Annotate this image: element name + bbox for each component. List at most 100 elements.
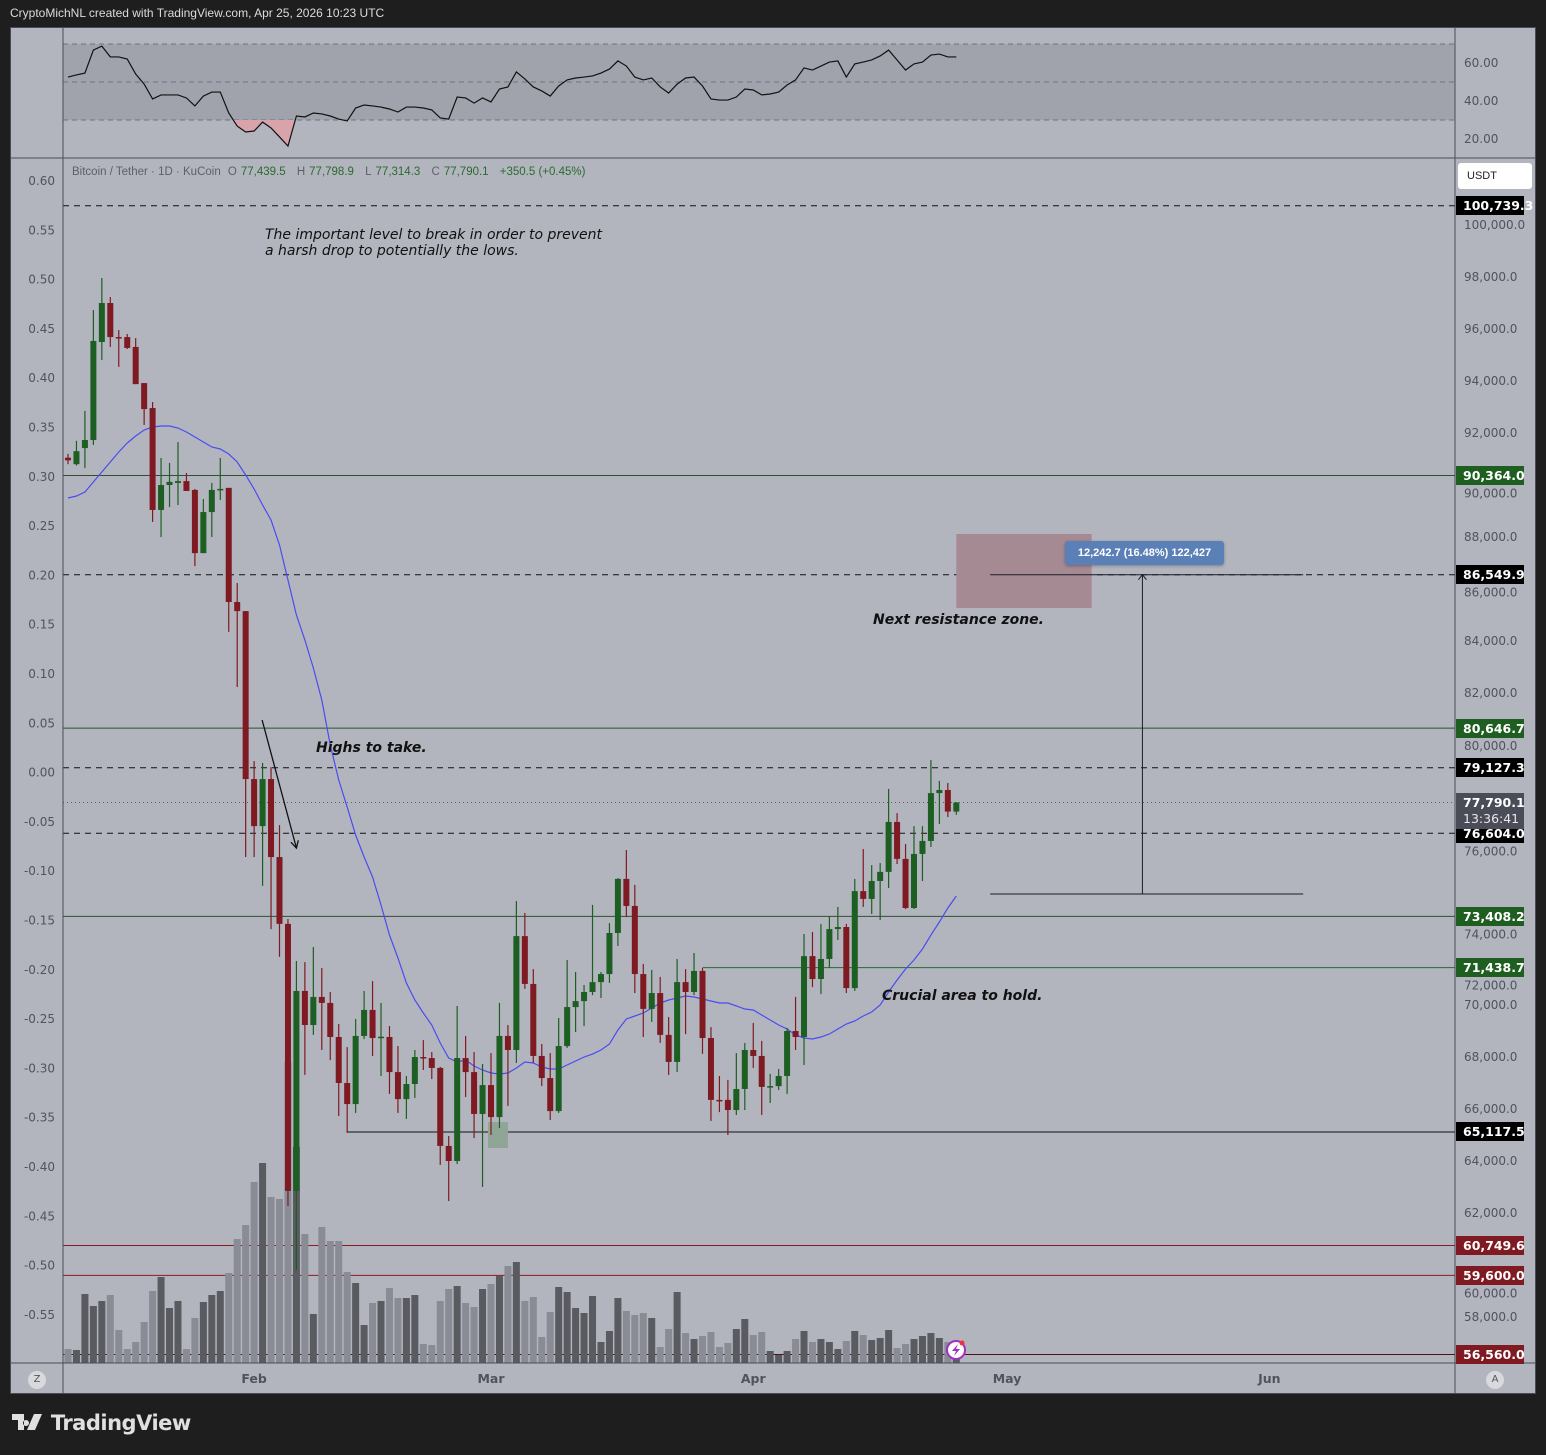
candle[interactable]	[521, 912, 528, 989]
candle[interactable]	[174, 442, 181, 506]
candle[interactable]	[454, 1006, 461, 1165]
candle[interactable]	[648, 969, 655, 1022]
candle[interactable]	[631, 884, 638, 994]
auto-scale-button[interactable]: A	[1486, 1371, 1504, 1389]
candle[interactable]	[284, 918, 291, 1206]
candle[interactable]	[301, 962, 308, 1075]
candle[interactable]	[894, 813, 901, 865]
measure-label[interactable]: 12,242.7 (16.48%) 122,427	[1065, 541, 1224, 565]
candle[interactable]	[606, 923, 613, 983]
candle[interactable]	[183, 473, 190, 491]
candle[interactable]	[927, 760, 934, 847]
candle[interactable]	[911, 826, 917, 910]
candle[interactable]	[386, 1026, 393, 1094]
annotation-resistance[interactable]: Next resistance zone.	[873, 612, 1044, 628]
candle[interactable]	[344, 1047, 351, 1133]
candle[interactable]	[834, 906, 841, 940]
candle[interactable]	[792, 996, 799, 1050]
candle[interactable]	[208, 482, 215, 537]
candle[interactable]	[555, 1018, 562, 1113]
candle[interactable]	[327, 992, 334, 1061]
candle[interactable]	[826, 916, 833, 969]
candle[interactable]	[65, 453, 71, 465]
candle[interactable]	[361, 990, 368, 1040]
candle[interactable]	[699, 968, 706, 1054]
candle[interactable]	[200, 499, 207, 554]
candle[interactable]	[758, 1040, 765, 1115]
candle[interactable]	[741, 1042, 748, 1111]
candle[interactable]	[885, 788, 892, 888]
candle[interactable]	[530, 969, 537, 1063]
candle[interactable]	[166, 462, 173, 508]
candle[interactable]	[547, 1053, 554, 1120]
candle[interactable]	[411, 1049, 418, 1099]
candle[interactable]	[378, 1002, 385, 1076]
candle[interactable]	[98, 278, 105, 360]
candle[interactable]	[682, 969, 689, 1035]
candle[interactable]	[479, 1064, 486, 1187]
candle[interactable]	[851, 878, 858, 991]
candle[interactable]	[437, 1066, 444, 1165]
candle[interactable]	[158, 457, 165, 537]
candle[interactable]	[73, 440, 80, 466]
candle[interactable]	[572, 971, 579, 1033]
candle[interactable]	[293, 961, 300, 1270]
candle[interactable]	[564, 960, 571, 1048]
annotation-highs[interactable]: Highs to take.	[316, 740, 427, 756]
candle[interactable]	[936, 780, 943, 825]
candle[interactable]	[589, 904, 596, 996]
trend-arrow-line[interactable]	[261, 719, 298, 849]
candle[interactable]	[877, 863, 884, 920]
candle[interactable]	[81, 410, 88, 469]
candle[interactable]	[276, 825, 283, 957]
candle[interactable]	[724, 1079, 731, 1135]
candle[interactable]	[657, 976, 664, 1043]
candle[interactable]	[115, 330, 122, 367]
candle[interactable]	[902, 844, 909, 910]
candle[interactable]	[953, 802, 960, 815]
candle[interactable]	[843, 923, 850, 994]
candle[interactable]	[868, 865, 875, 914]
candle[interactable]	[149, 402, 156, 522]
candle[interactable]	[445, 1136, 452, 1202]
candle[interactable]	[614, 878, 621, 946]
candle[interactable]	[394, 1046, 401, 1113]
candle[interactable]	[640, 963, 647, 1037]
candle[interactable]	[775, 1068, 782, 1091]
candle[interactable]	[242, 611, 249, 858]
candle[interactable]	[462, 1035, 469, 1098]
candle[interactable]	[817, 923, 824, 995]
candle[interactable]	[944, 782, 951, 818]
candle[interactable]	[234, 583, 241, 688]
candle[interactable]	[809, 931, 816, 988]
candle[interactable]	[259, 762, 266, 886]
candle[interactable]	[90, 310, 97, 445]
candle[interactable]	[860, 849, 867, 907]
candle[interactable]	[581, 984, 588, 1027]
candle[interactable]	[538, 1044, 545, 1087]
candle[interactable]	[107, 297, 114, 347]
candle[interactable]	[471, 1052, 478, 1139]
candle[interactable]	[318, 968, 325, 1050]
annotation-important-level[interactable]: The important level to break in order to…	[265, 227, 602, 259]
candle[interactable]	[428, 1052, 435, 1080]
candle[interactable]	[919, 826, 926, 881]
candle[interactable]	[268, 767, 275, 930]
candle[interactable]	[513, 901, 520, 1063]
candle[interactable]	[623, 850, 630, 918]
lightning-icon[interactable]	[946, 1340, 966, 1360]
candle[interactable]	[132, 338, 139, 385]
currency-button[interactable]: USDT	[1458, 163, 1532, 189]
candle[interactable]	[251, 761, 258, 858]
candle[interactable]	[369, 981, 376, 1056]
candle[interactable]	[420, 1040, 427, 1070]
candle[interactable]	[496, 1002, 503, 1128]
candle[interactable]	[352, 1019, 359, 1113]
candle[interactable]	[767, 1073, 774, 1104]
candle[interactable]	[225, 487, 232, 632]
annotation-crucial[interactable]: Crucial area to hold.	[882, 988, 1043, 1004]
candle[interactable]	[733, 1053, 740, 1115]
candle[interactable]	[597, 971, 604, 998]
candle[interactable]	[310, 947, 317, 1035]
